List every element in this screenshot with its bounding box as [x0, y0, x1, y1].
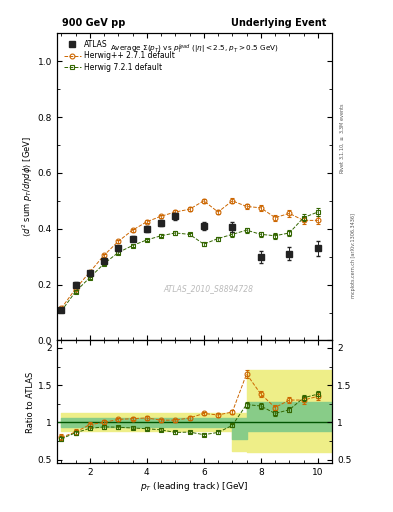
Y-axis label: $\langle d^2$ sum $p_T/d\eta d\phi\rangle$ [GeV]: $\langle d^2$ sum $p_T/d\eta d\phi\rangl… — [20, 136, 35, 238]
Text: Average $\Sigma(p_T)$ vs $p_T^{lead}$ ($|\eta| < 2.5$, $p_T > 0.5$ GeV): Average $\Sigma(p_T)$ vs $p_T^{lead}$ ($… — [110, 42, 279, 56]
Text: mcplots.cern.ch [arXiv:1306.3436]: mcplots.cern.ch [arXiv:1306.3436] — [351, 214, 356, 298]
X-axis label: $p_T$ (leading track) [GeV]: $p_T$ (leading track) [GeV] — [140, 480, 249, 493]
Legend: ATLAS, Herwig++ 2.7.1 default, Herwig 7.2.1 default: ATLAS, Herwig++ 2.7.1 default, Herwig 7.… — [61, 37, 178, 75]
Y-axis label: Ratio to ATLAS: Ratio to ATLAS — [26, 371, 35, 433]
Text: ATLAS_2010_S8894728: ATLAS_2010_S8894728 — [163, 284, 253, 293]
Text: 900 GeV pp: 900 GeV pp — [62, 18, 126, 28]
Text: Underlying Event: Underlying Event — [231, 18, 327, 28]
Text: Rivet 3.1.10, $\geq$ 3.3M events: Rivet 3.1.10, $\geq$ 3.3M events — [339, 102, 346, 174]
